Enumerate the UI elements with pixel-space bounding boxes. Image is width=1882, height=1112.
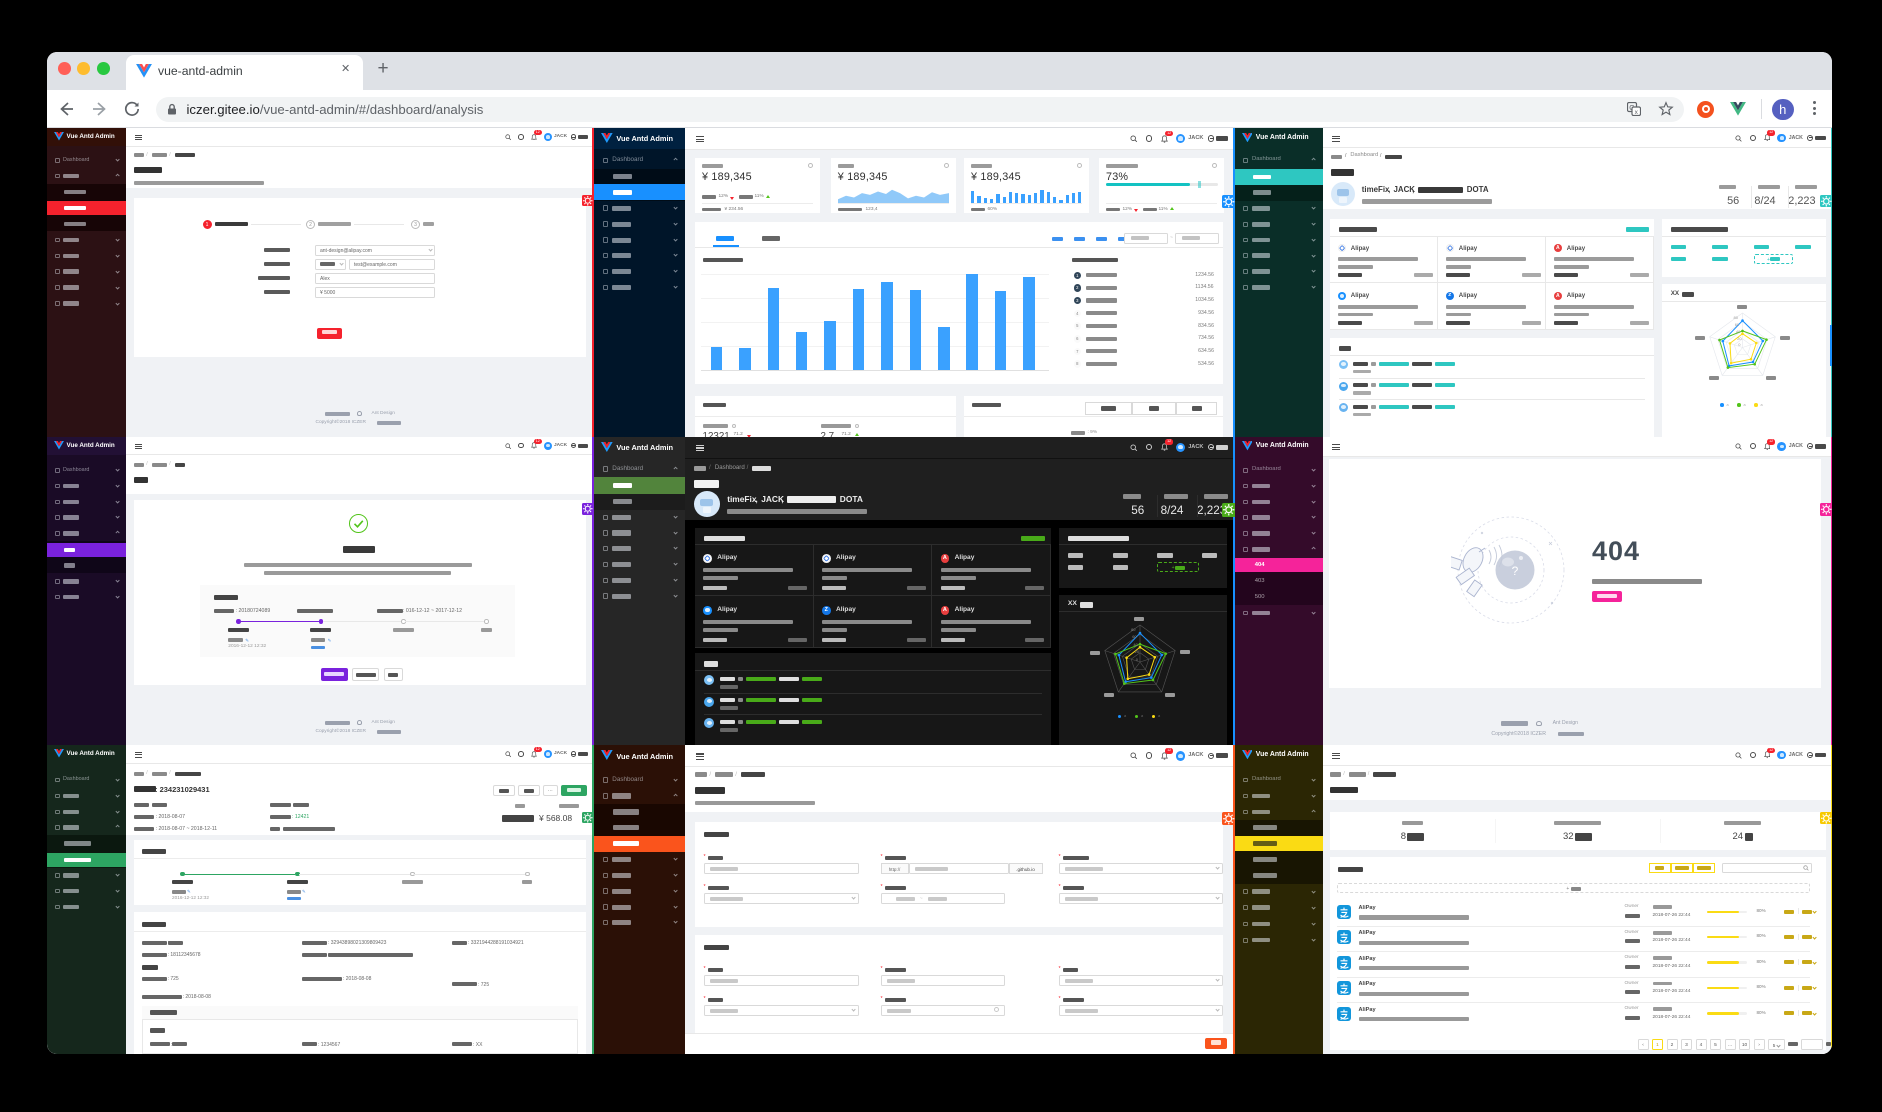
svg-text:x: x xyxy=(1635,109,1639,116)
svg-text:?: ? xyxy=(1512,564,1519,578)
